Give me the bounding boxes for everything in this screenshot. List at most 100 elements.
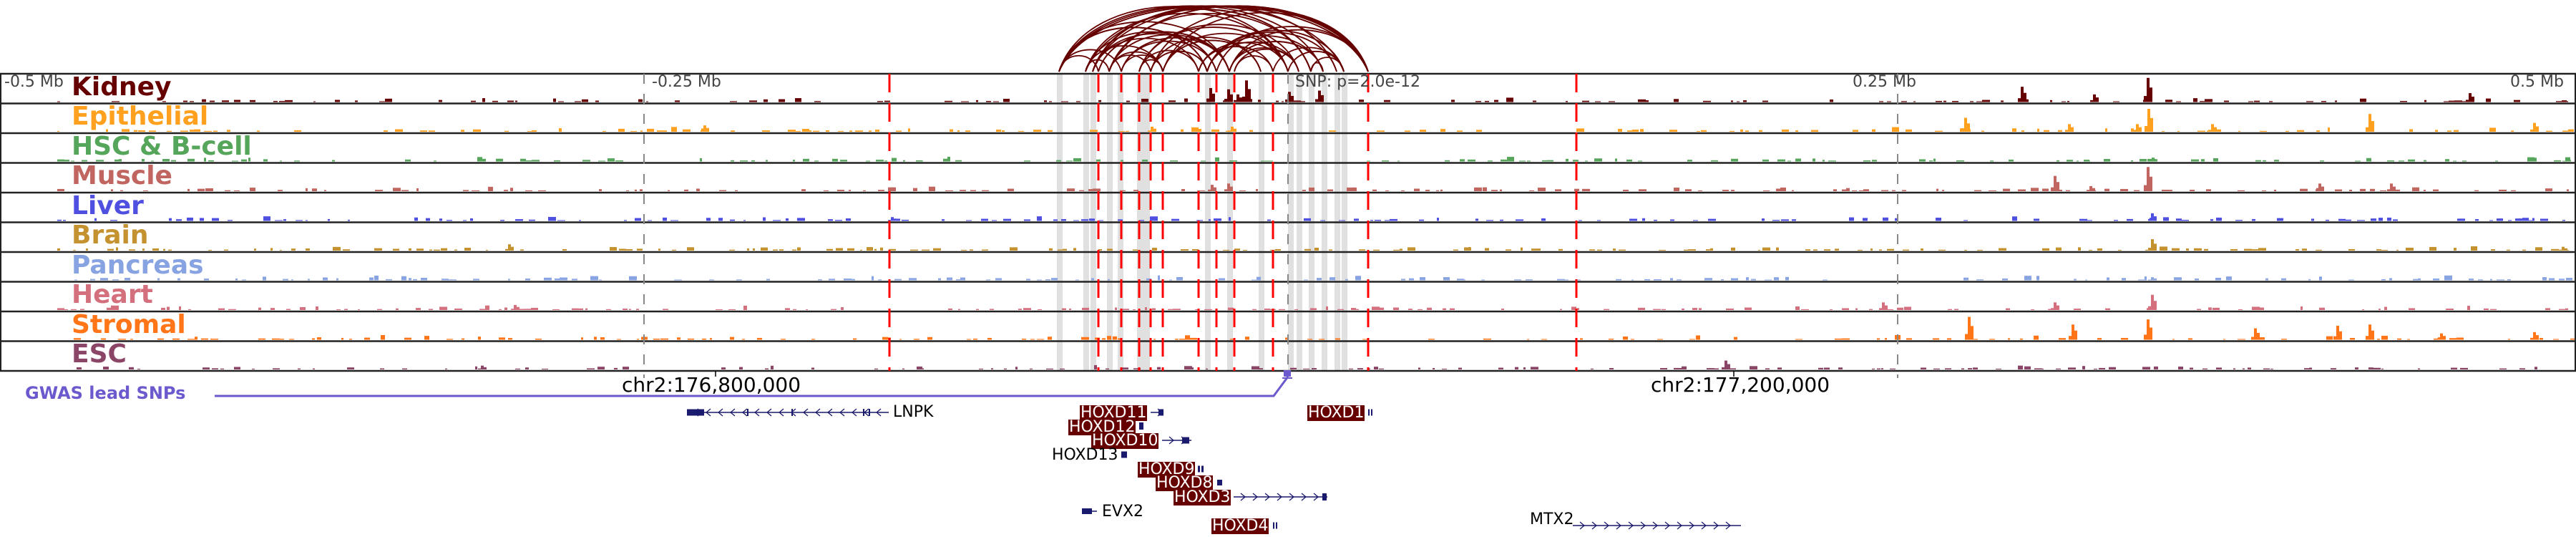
signal-bar — [1904, 306, 1911, 310]
signal-bar — [263, 159, 268, 162]
signal-bar — [2067, 100, 2069, 102]
signal-bar — [1527, 160, 1531, 162]
signal-bar — [909, 278, 917, 281]
signal-bar — [1243, 249, 1247, 251]
scale-tick-label: 0.25 Mb — [1853, 73, 1916, 91]
signal-bar — [2451, 367, 2457, 369]
signal-bar — [950, 129, 953, 132]
signal-bar — [1762, 247, 1770, 251]
signal-bar — [454, 308, 462, 310]
signal-bar — [1762, 159, 1769, 162]
signal-bar — [2429, 246, 2436, 251]
signal-bar — [575, 101, 581, 102]
signal-bar — [1258, 100, 1261, 102]
signal-bar — [336, 278, 338, 281]
signal-bar — [996, 130, 1001, 132]
signal-bar — [1828, 160, 1836, 162]
signal-bar — [1115, 307, 1117, 310]
signal-bar — [2042, 248, 2049, 251]
signal-bar — [1393, 307, 1399, 310]
signal-bar — [1475, 101, 1481, 102]
signal-bar — [743, 305, 747, 310]
chromatin-loop-arc — [1121, 54, 1163, 72]
signal-bar — [618, 128, 625, 132]
signal-bar — [2260, 130, 2267, 132]
signal-bar — [520, 249, 524, 251]
signal-peak — [1212, 93, 1215, 102]
signal-bar — [416, 308, 421, 310]
signal-bar — [1457, 130, 1463, 132]
signal-bar — [1219, 278, 1225, 281]
chromatin-loop-arc — [1085, 31, 1217, 72]
signal-bar — [1750, 366, 1757, 369]
signal-track-hsc-b-cell — [57, 156, 2571, 162]
signal-bar — [2140, 159, 2147, 162]
signal-bar — [2252, 306, 2260, 310]
signal-peak — [1321, 95, 1324, 102]
signal-bar — [2444, 275, 2452, 281]
signal-bar — [1989, 190, 1996, 191]
signal-bar — [721, 367, 726, 369]
gwas-track-label: GWAS lead SNPs — [25, 383, 186, 403]
chromatin-loop-arc — [1085, 12, 1289, 72]
signal-bar — [1267, 219, 1271, 221]
signal-bar — [1555, 189, 1561, 191]
signal-peak — [2536, 335, 2539, 340]
signal-bar — [818, 279, 822, 281]
signal-bar — [1440, 129, 1445, 132]
signal-bar — [190, 101, 194, 102]
signal-bar — [829, 279, 835, 281]
signal-bar — [515, 100, 517, 102]
gene-label-hoxd3: HOXD3 — [1174, 488, 1231, 506]
signal-bar — [1215, 157, 1219, 162]
signal-bar — [623, 367, 629, 369]
signal-bar — [557, 220, 565, 221]
signal-bar — [107, 248, 114, 251]
signal-bar — [2205, 99, 2212, 102]
signal-bar — [2258, 248, 2266, 251]
signal-bar — [1450, 308, 1455, 310]
signal-bar — [250, 188, 255, 191]
signal-bar — [2177, 130, 2180, 132]
signal-bar — [2399, 160, 2404, 162]
signal-bar — [1352, 187, 1357, 191]
signal-bar — [1294, 100, 1301, 102]
signal-bar — [1977, 249, 1983, 251]
signal-bar — [624, 220, 627, 221]
signal-peak — [2144, 334, 2147, 340]
signal-peak — [1882, 302, 1885, 310]
signal-bar — [1485, 248, 1489, 251]
signal-bar — [1618, 128, 1622, 132]
signal-bar — [401, 190, 409, 191]
signal-bar — [306, 188, 308, 191]
signal-bar — [749, 100, 757, 102]
signal-bar — [1189, 337, 1197, 340]
signal-bar — [1823, 279, 1828, 281]
signal-bar — [1249, 130, 1253, 132]
signal-bar — [335, 100, 340, 102]
signal-bar — [57, 159, 64, 162]
signal-bar — [1118, 219, 1123, 221]
signal-bar — [1356, 309, 1359, 310]
signal-bar — [1094, 364, 1097, 369]
signal-bar — [880, 247, 883, 251]
signal-bar — [1699, 308, 1702, 310]
signal-peak — [2333, 336, 2336, 340]
signal-bar — [1833, 189, 1837, 191]
signal-bar — [544, 277, 552, 281]
signal-bar — [1872, 129, 1875, 132]
signal-bar — [2145, 276, 2147, 281]
signal-peak — [2466, 100, 2469, 102]
signal-bar — [1670, 219, 1674, 221]
signal-bar — [1895, 218, 1898, 221]
signal-bar — [464, 248, 471, 251]
signal-peak — [701, 130, 703, 132]
signal-bar — [942, 219, 945, 221]
signal-bar — [1585, 160, 1588, 162]
signal-bar — [1892, 127, 1899, 132]
signal-bar — [1337, 309, 1344, 310]
signal-bar — [57, 101, 60, 102]
signal-bar — [2105, 128, 2107, 132]
signal-bar — [2484, 308, 2489, 310]
signal-bar — [1557, 279, 1565, 281]
